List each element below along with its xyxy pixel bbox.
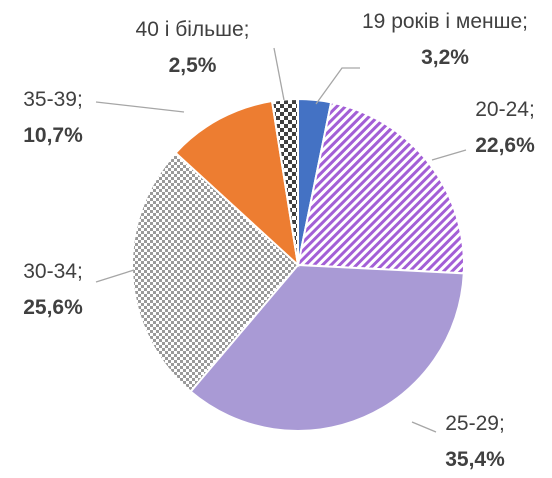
data-label: 35-39; 10,7% <box>8 82 98 154</box>
category-label: 20-24 <box>475 98 529 121</box>
category-label: 30-34 <box>23 260 77 283</box>
data-label: 40 і більше; 2,5% <box>110 12 275 84</box>
label-separator: ; <box>528 98 535 121</box>
leader-line <box>273 47 285 101</box>
pie-slice <box>189 263 465 432</box>
pie-slice <box>296 101 465 275</box>
value-label: 22,6% <box>475 134 535 157</box>
data-label: 30-34; 25,6% <box>8 254 98 326</box>
label-separator: ; <box>76 88 83 111</box>
label-separator: ; <box>522 10 528 33</box>
leader-line <box>95 101 185 113</box>
value-label: 35,4% <box>445 448 505 471</box>
pie-slice <box>270 97 299 266</box>
category-label: 40 і більше <box>135 18 244 41</box>
category-label: 19 років і менше <box>362 10 523 33</box>
data-label: 20-24; 22,6% <box>460 92 550 164</box>
value-label: 25,6% <box>23 296 83 319</box>
category-label: 35-39 <box>23 88 77 111</box>
leader-line <box>315 67 360 105</box>
value-label: 2,5% <box>168 54 217 77</box>
value-label: 3,2% <box>421 46 469 69</box>
value-label: 10,7% <box>23 124 83 147</box>
leader-line <box>411 421 437 433</box>
data-label: 25-29; 35,4% <box>430 406 520 478</box>
label-separator: ; <box>76 260 83 283</box>
label-separator: ; <box>498 412 505 435</box>
data-label: 19 років і менше; 3,2% <box>360 4 530 76</box>
leader-line <box>95 269 135 283</box>
leader-line <box>431 149 467 161</box>
category-label: 25-29 <box>445 412 499 435</box>
label-separator: ; <box>243 18 250 41</box>
pie-slice <box>131 151 300 393</box>
pie-slice <box>174 99 300 268</box>
